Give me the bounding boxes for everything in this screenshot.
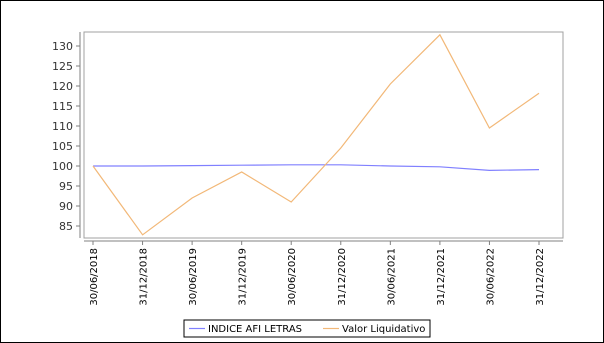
x-tick-label: 30/06/2020: [287, 248, 298, 306]
x-tick-label: 30/06/2021: [386, 248, 397, 306]
legend-label-indice: INDICE AFI LETRAS: [208, 324, 302, 335]
series-line-valor: [92, 33, 540, 236]
x-tick-label: 30/06/2018: [89, 248, 100, 306]
y-tick-label: 125: [52, 60, 73, 73]
y-tick-label: 100: [52, 160, 73, 173]
x-axis-ticks: 30/06/2018 31/12/2018 30/06/2019 31/12/2019…: [89, 241, 546, 306]
x-tick-label: 30/06/2022: [485, 248, 496, 306]
legend-box: [183, 319, 431, 338]
y-tick-label: 130: [52, 40, 73, 53]
x-tick-label: 31/12/2019: [238, 248, 249, 306]
x-tick-label: 31/12/2022: [535, 248, 546, 306]
x-tick-label: 31/12/2018: [139, 248, 150, 306]
y-tick-label: 90: [59, 200, 73, 213]
y-tick-label: 105: [52, 140, 73, 153]
y-tick-label: 115: [52, 100, 73, 113]
plot-area: [83, 31, 564, 239]
y-tick-label: 85: [59, 220, 73, 233]
y-tick-label: 120: [52, 80, 73, 93]
series-line-indice: [93, 164, 540, 172]
legend: INDICE AFI LETRAS Valor Liquidativo: [183, 319, 431, 338]
x-tick-label: 31/12/2020: [337, 248, 348, 306]
y-tick-label: 110: [52, 120, 73, 133]
x-tick-label: 30/06/2019: [188, 248, 199, 306]
y-tick-label: 95: [59, 180, 73, 193]
x-tick-label: 31/12/2021: [436, 248, 447, 306]
legend-label-valor: Valor Liquidativo: [342, 324, 425, 335]
series-lines: [92, 33, 540, 236]
y-axis-ticks: 85 90 95 100 105 110 115 120 125 130: [52, 40, 80, 233]
